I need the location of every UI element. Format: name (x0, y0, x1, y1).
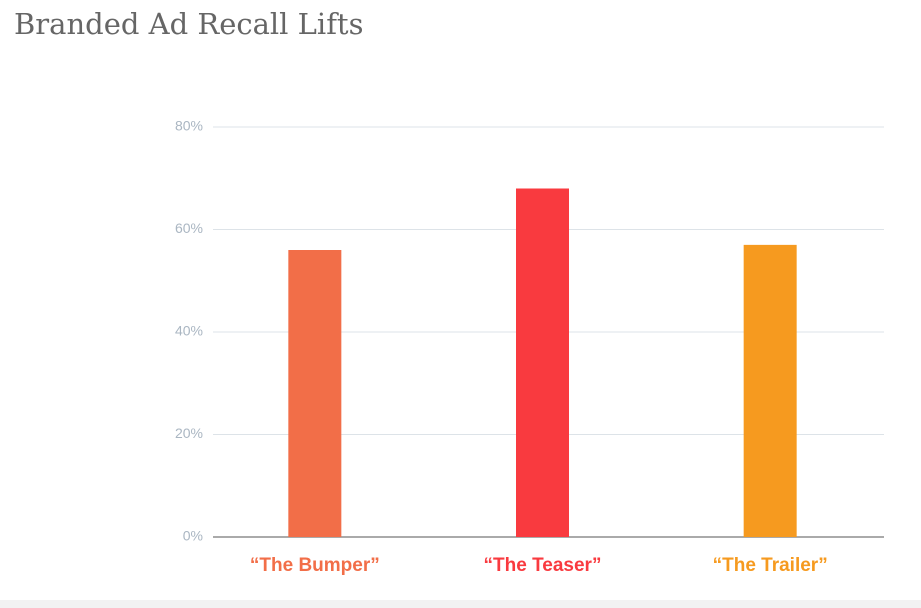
y-tick-label: 0% (183, 528, 203, 544)
y-tick-label: 40% (175, 323, 203, 339)
bar (516, 188, 569, 537)
chart-title: Branded Ad Recall Lifts (14, 7, 363, 41)
x-tick-label: “The Trailer” (713, 555, 828, 576)
y-tick-label: 20% (175, 425, 203, 441)
y-tick-label: 80% (175, 118, 203, 134)
bar (288, 250, 342, 537)
x-tick-label: “The Bumper” (250, 555, 380, 576)
bar (743, 244, 797, 537)
footer-strip (0, 600, 921, 608)
y-tick-label: 60% (175, 220, 203, 236)
x-tick-label: “The Teaser” (484, 555, 602, 576)
